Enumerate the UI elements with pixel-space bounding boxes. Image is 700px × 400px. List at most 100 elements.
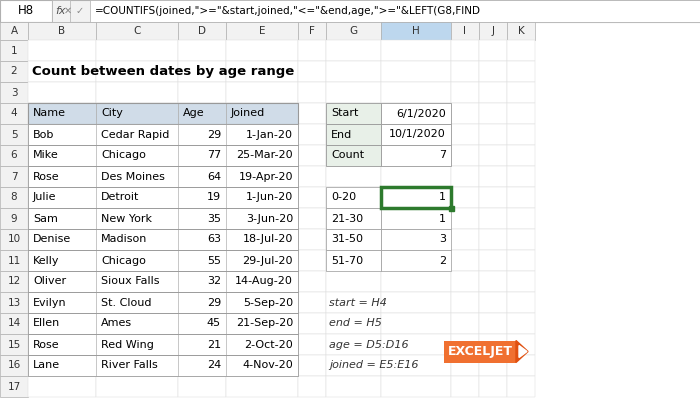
Bar: [381, 187, 451, 208]
Bar: [326, 376, 381, 397]
Bar: [507, 229, 535, 250]
Bar: [449, 206, 454, 210]
Bar: [96, 208, 178, 229]
Text: New York: New York: [101, 214, 152, 224]
Text: H8: H8: [18, 4, 34, 18]
Text: 32: 32: [207, 276, 221, 286]
Text: Mike: Mike: [33, 150, 59, 160]
Text: Count between dates by age range: Count between dates by age range: [32, 65, 294, 78]
Bar: [381, 187, 451, 208]
Bar: [90, 0, 700, 22]
Bar: [451, 187, 479, 208]
Text: joined = E5:E16: joined = E5:E16: [329, 360, 419, 370]
Bar: [451, 124, 479, 145]
Bar: [507, 166, 535, 187]
Text: 10: 10: [8, 234, 20, 244]
Bar: [298, 124, 326, 145]
Bar: [28, 250, 298, 271]
Text: St. Cloud: St. Cloud: [101, 298, 151, 308]
Bar: [507, 61, 535, 82]
Text: 45: 45: [207, 318, 221, 328]
Bar: [96, 22, 178, 40]
Text: 3-Jun-20: 3-Jun-20: [246, 214, 293, 224]
Bar: [178, 124, 226, 145]
Text: I: I: [463, 26, 466, 36]
Text: Name: Name: [33, 108, 66, 118]
Bar: [0, 22, 28, 40]
Bar: [28, 124, 298, 145]
Bar: [226, 103, 298, 124]
Bar: [96, 145, 178, 166]
Bar: [479, 187, 507, 208]
Text: Detroit: Detroit: [101, 192, 139, 202]
Bar: [326, 145, 381, 166]
Bar: [451, 229, 479, 250]
Bar: [326, 229, 381, 250]
Bar: [28, 208, 298, 229]
Bar: [96, 292, 178, 313]
Bar: [96, 124, 178, 145]
Bar: [507, 313, 535, 334]
Text: Oliver: Oliver: [33, 276, 66, 286]
Bar: [0, 250, 28, 271]
Text: 17: 17: [8, 382, 20, 392]
Text: Sioux Falls: Sioux Falls: [101, 276, 160, 286]
Bar: [326, 208, 381, 229]
Text: End: End: [331, 130, 352, 140]
Text: 19-Apr-20: 19-Apr-20: [239, 172, 293, 182]
Text: ✕: ✕: [64, 6, 72, 16]
Bar: [96, 334, 178, 355]
Text: Chicago: Chicago: [101, 256, 146, 266]
Bar: [28, 271, 96, 292]
Bar: [381, 229, 451, 250]
Polygon shape: [519, 346, 527, 358]
Text: 35: 35: [207, 214, 221, 224]
Bar: [28, 334, 96, 355]
Bar: [479, 103, 507, 124]
Text: 21-Sep-20: 21-Sep-20: [236, 318, 293, 328]
Bar: [28, 271, 298, 292]
Bar: [479, 292, 507, 313]
Bar: [326, 40, 381, 61]
Bar: [326, 82, 381, 103]
Text: Denise: Denise: [33, 234, 71, 244]
Bar: [507, 40, 535, 61]
Bar: [178, 166, 226, 187]
Bar: [178, 271, 226, 292]
Bar: [178, 82, 226, 103]
Text: end = H5: end = H5: [329, 318, 382, 328]
Bar: [178, 334, 226, 355]
Text: Kelly: Kelly: [33, 256, 60, 266]
Bar: [451, 355, 479, 376]
Bar: [96, 355, 178, 376]
Text: River Falls: River Falls: [101, 360, 158, 370]
Bar: [178, 250, 226, 271]
Bar: [451, 166, 479, 187]
Bar: [0, 0, 700, 22]
Bar: [28, 376, 96, 397]
Bar: [298, 166, 326, 187]
Bar: [0, 187, 28, 208]
Bar: [381, 82, 451, 103]
Bar: [479, 22, 507, 40]
Text: Joined: Joined: [231, 108, 265, 118]
Bar: [381, 208, 451, 229]
Text: 1-Jun-20: 1-Jun-20: [246, 192, 293, 202]
Text: 2: 2: [439, 256, 446, 266]
Bar: [507, 292, 535, 313]
Bar: [451, 61, 479, 82]
Bar: [226, 208, 298, 229]
Bar: [226, 22, 298, 40]
Text: 8: 8: [10, 192, 18, 202]
Bar: [298, 22, 326, 40]
Bar: [381, 355, 451, 376]
Text: 1: 1: [439, 192, 446, 202]
Bar: [28, 145, 96, 166]
Text: G: G: [349, 26, 358, 36]
Bar: [28, 166, 96, 187]
Bar: [178, 145, 226, 166]
Bar: [507, 22, 535, 40]
Bar: [28, 292, 96, 313]
Bar: [96, 187, 178, 208]
Text: Ellen: Ellen: [33, 318, 60, 328]
